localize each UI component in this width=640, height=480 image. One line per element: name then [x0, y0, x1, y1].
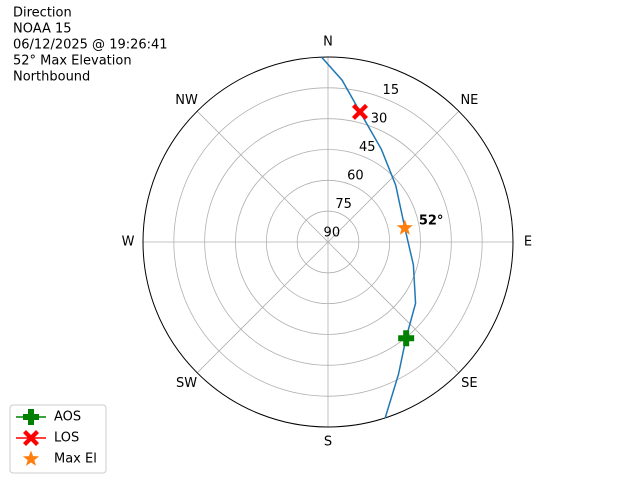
r-tick-label: 30: [371, 111, 388, 126]
theta-tick-label: N: [323, 35, 333, 50]
title-line: 06/12/2025 @ 19:26:41: [13, 38, 168, 53]
marker: [396, 219, 413, 235]
grid-spoke: [196, 110, 329, 243]
value-label: 52°: [419, 213, 444, 228]
marker: [351, 103, 368, 120]
r-tick-label: 45: [359, 140, 376, 155]
grid-spoke: [327, 241, 460, 374]
r-tick-label: 75: [335, 197, 352, 212]
title-line: Direction: [13, 6, 72, 21]
marker: [398, 330, 415, 347]
theta-tick-label: E: [524, 235, 532, 250]
theta-tick-label: W: [122, 235, 135, 250]
legend-label: AOS: [54, 410, 81, 425]
outer-spine: [142, 56, 514, 428]
grid-spoke: [196, 241, 329, 374]
legend-label: Max El: [54, 452, 97, 467]
r-tick-label: 15: [383, 83, 400, 98]
theta-tick-label: NW: [175, 93, 198, 108]
legend-marker: [23, 409, 39, 425]
theta-tick-label: NE: [460, 93, 478, 108]
theta-tick-label: SE: [461, 376, 477, 391]
theta-tick-label: SW: [176, 376, 197, 391]
title-line: 52° Max Elevation: [13, 54, 132, 69]
legend-label: LOS: [54, 431, 79, 446]
r-tick-label: 60: [347, 168, 364, 183]
theta-tick-label: S: [324, 435, 332, 450]
grid-spoke: [327, 110, 460, 243]
legend-marker: [23, 430, 39, 446]
legend-marker: [22, 450, 40, 466]
title-line: Northbound: [13, 70, 90, 85]
title-line: NOAA 15: [13, 22, 72, 37]
r-tick-label: 90: [324, 225, 341, 240]
